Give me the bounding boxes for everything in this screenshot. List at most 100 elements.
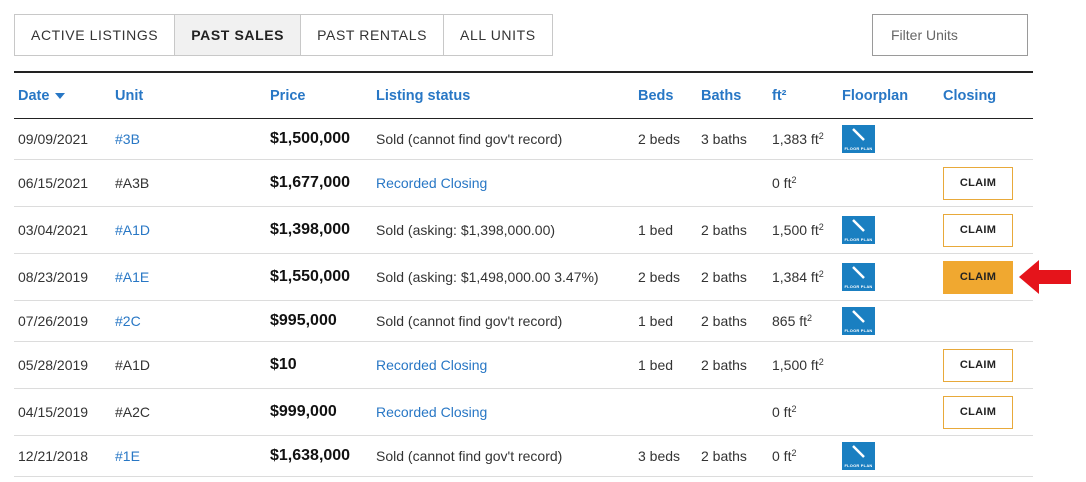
cell-date: 03/04/2021 [14,206,111,254]
cell-beds: 1 bed [634,341,697,389]
sqft-superscript: 2 [818,357,824,367]
cell-price: $1,500,000 [266,118,372,160]
floorplan-icon[interactable]: FLOOR PLAN [842,263,875,291]
cell-closing [939,300,1033,342]
cell-date: 04/15/2019 [14,388,111,436]
cell-sqft: 865 ft2 [768,300,838,342]
cell-unit: #A2C [111,388,266,436]
cell-baths: 2 baths [697,435,768,477]
cell-beds: 2 beds [634,118,697,160]
cell-floorplan [838,388,939,436]
cell-price: $10 [266,341,372,389]
tab-bar: ACTIVE LISTINGS PAST SALES PAST RENTALS … [14,14,553,56]
column-header-baths[interactable]: Baths [697,72,768,119]
cell-beds: 3 beds [634,435,697,477]
sqft-value: 0 ft [772,448,792,464]
claim-button[interactable]: CLAIM [943,395,1013,429]
cell-beds [634,388,697,436]
cell-baths: 2 baths [697,341,768,389]
cell-date: 12/21/2018 [14,435,111,477]
floorplan-icon-label: FLOOR PLAN [844,328,873,333]
tab-active-listings[interactable]: ACTIVE LISTINGS [15,15,176,55]
cell-price: $1,398,000 [266,206,372,254]
cell-baths: 3 baths [697,118,768,160]
table-row: 12/21/2018 #1E $1,638,000 Sold (cannot f… [14,435,1033,477]
recorded-closing-link[interactable]: Recorded Closing [376,357,488,373]
unit-link[interactable]: #A1E [115,269,150,285]
unit-link[interactable]: #3B [115,131,140,147]
cell-baths [697,159,768,207]
cell-beds: 1 bed [634,300,697,342]
tab-past-rentals[interactable]: PAST RENTALS [301,15,445,55]
tab-past-sales[interactable]: PAST SALES [175,15,302,55]
red-arrow-icon [1019,260,1071,294]
cell-date: 06/15/2021 [14,159,111,207]
cell-sqft: 1,384 ft2 [768,253,838,301]
floorplan-icon-label: FLOOR PLAN [844,237,873,242]
table-row: 05/28/2019 #A1D $10 Recorded Closing 1 b… [14,341,1033,389]
floorplan-icon[interactable]: FLOOR PLAN [842,216,875,244]
sqft-superscript: 2 [818,222,824,232]
column-header-date[interactable]: Date [14,72,111,119]
table-row: 08/23/2019 #A1E $1,550,000 Sold (asking:… [14,253,1033,301]
claim-button[interactable]: CLAIM [943,348,1013,382]
cell-status: Sold (asking: $1,498,000.00 3.47%) [372,253,634,301]
table-row: 09/09/2021 #3B $1,500,000 Sold (cannot f… [14,118,1033,160]
cell-price: $1,550,000 [266,253,372,301]
cell-closing [939,435,1033,477]
sort-down-icon [55,92,66,99]
sqft-superscript: 2 [791,404,797,414]
cell-baths [697,388,768,436]
claim-button[interactable]: CLAIM [943,213,1013,247]
sqft-value: 1,384 ft [772,269,819,285]
sqft-superscript: 2 [791,175,797,185]
floorplan-icon-label: FLOOR PLAN [844,146,873,151]
cell-date: 08/23/2019 [14,253,111,301]
column-header-beds[interactable]: Beds [634,72,697,119]
recorded-closing-link[interactable]: Recorded Closing [376,175,488,191]
sqft-value: 1,383 ft [772,131,819,147]
cell-baths: 2 baths [697,253,768,301]
table-row: 03/04/2021 #A1D $1,398,000 Sold (asking:… [14,206,1033,254]
sales-table: Date Unit Price Listing status Beds Bath… [14,71,1033,477]
cell-baths: 2 baths [697,300,768,342]
cell-status: Sold (asking: $1,398,000.00) [372,206,634,254]
sqft-superscript: 2 [791,448,797,458]
column-header-unit[interactable]: Unit [111,72,266,119]
table-header-row: Date Unit Price Listing status Beds Bath… [14,72,1033,119]
sqft-value: 0 ft [772,404,792,420]
tab-all-units[interactable]: ALL UNITS [460,27,536,43]
claim-button[interactable]: CLAIM [943,166,1013,200]
floorplan-icon[interactable]: FLOOR PLAN [842,307,875,335]
cell-sqft: 0 ft2 [768,388,838,436]
cell-sqft: 1,500 ft2 [768,206,838,254]
cell-floorplan [838,159,939,207]
floorplan-icon[interactable]: FLOOR PLAN [842,125,875,153]
unit-link[interactable]: #1E [115,448,140,464]
cell-status: Sold (cannot find gov't record) [372,435,634,477]
recorded-closing-link[interactable]: Recorded Closing [376,404,488,420]
column-header-closing[interactable]: Closing [939,72,1033,119]
column-header-sqft[interactable]: ft² [768,72,838,119]
floorplan-icon-label: FLOOR PLAN [844,284,873,289]
cell-unit: #A1D [111,341,266,389]
sqft-value: 1,500 ft [772,357,819,373]
unit-link[interactable]: #2C [115,313,141,329]
cell-beds [634,159,697,207]
column-header-status[interactable]: Listing status [372,72,634,119]
filter-units-input[interactable] [872,14,1028,56]
cell-sqft: 1,500 ft2 [768,341,838,389]
floorplan-icon[interactable]: FLOOR PLAN [842,442,875,470]
claim-button-highlighted[interactable]: CLAIM [943,260,1013,294]
cell-status: Sold (cannot find gov't record) [372,300,634,342]
sqft-value: 0 ft [772,175,792,191]
cell-sqft: 1,383 ft2 [768,118,838,160]
cell-beds: 2 beds [634,253,697,301]
cell-date: 05/28/2019 [14,341,111,389]
column-header-floorplan[interactable]: Floorplan [838,72,939,119]
unit-link[interactable]: #A1D [115,222,151,238]
cell-price: $999,000 [266,388,372,436]
cell-baths: 2 baths [697,206,768,254]
sqft-superscript: 2 [807,313,813,323]
column-header-price[interactable]: Price [266,72,372,119]
